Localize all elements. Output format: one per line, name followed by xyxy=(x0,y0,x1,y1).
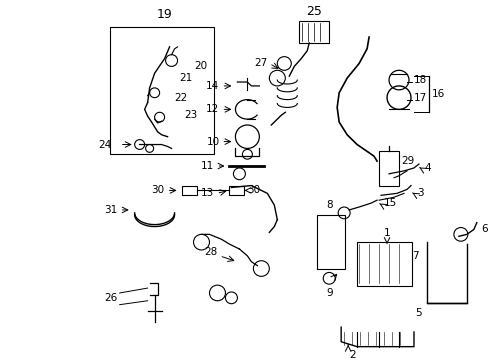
Text: 6: 6 xyxy=(480,225,487,234)
Text: 26: 26 xyxy=(104,293,118,303)
Text: 19: 19 xyxy=(156,9,172,22)
Text: 14: 14 xyxy=(206,81,219,91)
Text: 15: 15 xyxy=(383,198,396,208)
Text: 29: 29 xyxy=(400,156,413,166)
Text: 23: 23 xyxy=(184,110,197,120)
Bar xyxy=(229,185,244,195)
Bar xyxy=(109,27,214,154)
Bar xyxy=(317,215,345,269)
Text: 20: 20 xyxy=(194,62,207,71)
Text: 24: 24 xyxy=(98,140,111,149)
Text: 17: 17 xyxy=(413,93,427,103)
Bar xyxy=(299,22,328,43)
Text: 10: 10 xyxy=(206,136,219,147)
Text: 30: 30 xyxy=(151,185,164,195)
Text: 22: 22 xyxy=(174,93,187,103)
Text: 8: 8 xyxy=(325,200,332,210)
Text: 11: 11 xyxy=(201,161,214,171)
Bar xyxy=(356,242,411,286)
Bar xyxy=(181,185,196,195)
Text: 13: 13 xyxy=(201,188,214,198)
Text: 28: 28 xyxy=(204,247,217,257)
Text: 4: 4 xyxy=(423,163,430,173)
Text: 21: 21 xyxy=(179,73,192,83)
Text: 9: 9 xyxy=(325,288,332,298)
Text: 27: 27 xyxy=(254,58,267,68)
Text: 1: 1 xyxy=(383,228,389,238)
Text: 31: 31 xyxy=(104,205,118,215)
Text: 12: 12 xyxy=(206,104,219,114)
Text: 2: 2 xyxy=(348,350,355,360)
Text: 30: 30 xyxy=(247,185,260,195)
Text: 25: 25 xyxy=(305,5,322,18)
Text: 7: 7 xyxy=(411,251,418,261)
Bar xyxy=(378,151,398,185)
Text: 5: 5 xyxy=(415,307,422,318)
Text: 16: 16 xyxy=(431,89,444,99)
Text: 18: 18 xyxy=(413,75,427,85)
Text: 3: 3 xyxy=(416,188,423,198)
